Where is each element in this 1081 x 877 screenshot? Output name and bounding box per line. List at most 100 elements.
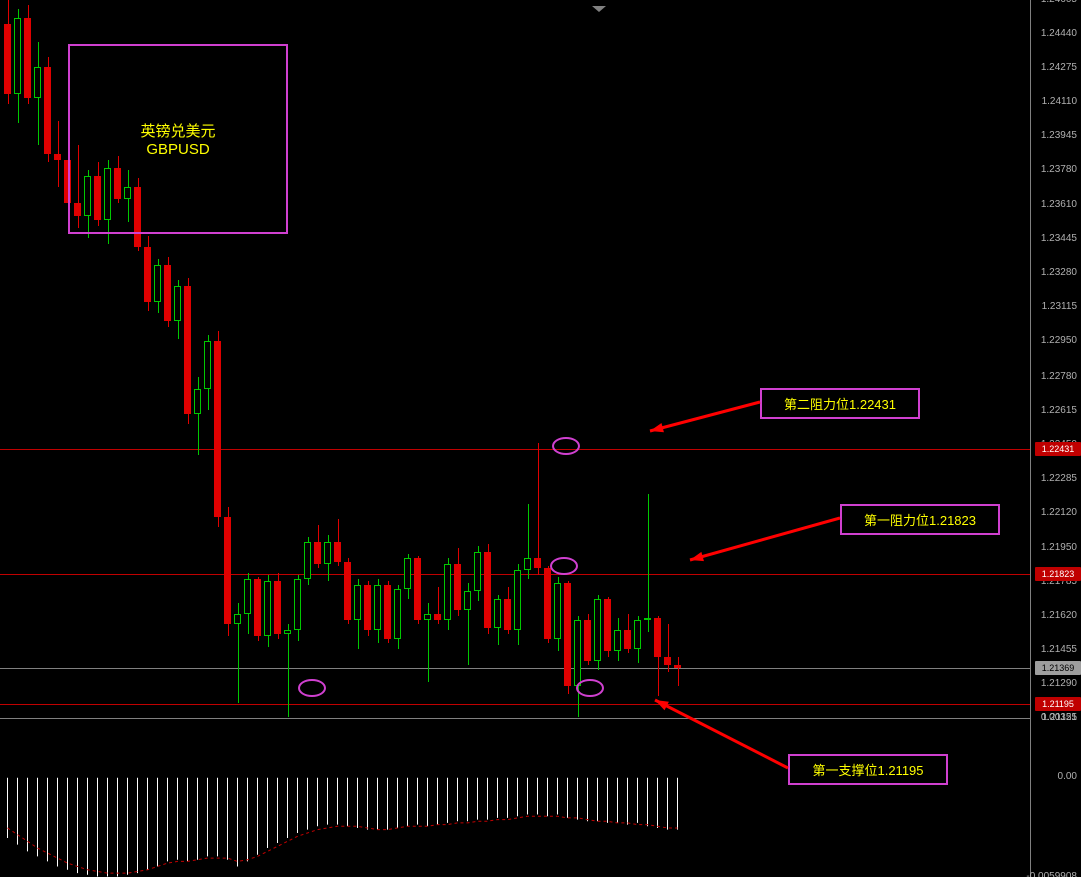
candle-body: [304, 542, 311, 579]
highlight-ellipse: [576, 679, 604, 697]
candle-body: [344, 562, 351, 620]
candle-body: [184, 286, 191, 414]
ytick-label: 1.24605: [1041, 0, 1077, 5]
candle-body: [434, 614, 441, 620]
candle-body: [284, 630, 291, 634]
candle-body: [584, 620, 591, 661]
candle-body: [494, 599, 501, 628]
candle-body: [674, 665, 681, 667]
candle-body: [394, 589, 401, 639]
indicator-panel[interactable]: [0, 718, 1030, 877]
highlight-ellipse: [552, 437, 580, 455]
candle-body: [594, 599, 601, 661]
candle-wick: [538, 443, 539, 575]
candle-body: [664, 657, 671, 665]
candle-body: [514, 570, 521, 630]
hline-support1: [0, 704, 1030, 705]
highlight-ellipse: [550, 557, 578, 575]
price-tag-support1: 1.21195: [1035, 697, 1081, 711]
annotation-box: 第一阻力位1.21823: [840, 504, 1000, 535]
candle-body: [464, 591, 471, 610]
candle-body: [204, 341, 211, 388]
candle-body: [174, 286, 181, 321]
candle-body: [264, 581, 271, 637]
title-box: 英镑兑美元 GBPUSD: [68, 44, 288, 234]
annotation-box: 第一支撑位1.21195: [788, 754, 948, 785]
candle-body: [524, 558, 531, 570]
candle-body: [364, 585, 371, 630]
ytick-label: 1.23945: [1041, 130, 1077, 141]
candle-body: [44, 67, 51, 154]
price-tag-resistance1: 1.21823: [1035, 567, 1081, 581]
hline-resistance2: [0, 449, 1030, 450]
arrow: [638, 390, 772, 443]
ytick-label: 1.23445: [1041, 233, 1077, 244]
candle-body: [634, 620, 641, 649]
candle-body: [194, 389, 201, 414]
candle-body: [234, 614, 241, 624]
arrow: [678, 506, 852, 572]
hline-current: [0, 668, 1030, 669]
candle-wick: [288, 624, 289, 717]
title-line1: 英镑兑美元: [140, 120, 215, 141]
candle-body: [24, 18, 31, 98]
indicator-ytick: 0.00351: [1041, 712, 1077, 723]
ytick-label: 1.24275: [1041, 62, 1077, 73]
candle-body: [384, 585, 391, 639]
candle-body: [354, 585, 361, 620]
panel-dropdown-icon[interactable]: [590, 0, 608, 8]
ytick-label: 1.21950: [1041, 542, 1077, 553]
price-tag-resistance2: 1.22431: [1035, 442, 1081, 456]
candle-body: [144, 247, 151, 303]
candle-body: [544, 568, 551, 638]
candle-body: [604, 599, 611, 651]
candle-body: [324, 542, 331, 565]
candle-body: [244, 579, 251, 614]
candle-body: [34, 67, 41, 98]
candle-body: [564, 583, 571, 686]
title-line2: GBPUSD: [146, 141, 209, 158]
candle-body: [414, 558, 421, 620]
ytick-label: 1.21455: [1041, 644, 1077, 655]
candle-body: [534, 558, 541, 568]
ytick-label: 1.22780: [1041, 371, 1077, 382]
candle-body: [254, 579, 261, 637]
candle-body: [214, 341, 221, 516]
candle-body: [484, 552, 491, 628]
indicator-ytick: 0.00: [1058, 771, 1077, 782]
candle-body: [574, 620, 581, 686]
ytick-label: 1.22120: [1041, 507, 1077, 518]
highlight-ellipse: [298, 679, 326, 697]
arrow: [643, 688, 800, 780]
candle-body: [164, 265, 171, 321]
ytick-label: 1.22285: [1041, 473, 1077, 484]
y-axis: 1.246051.244401.242751.241101.239451.237…: [1030, 0, 1081, 877]
annotation-box: 第二阻力位1.22431: [760, 388, 920, 419]
price-tag-current: 1.21369: [1035, 661, 1081, 675]
macd-indicator: [0, 719, 1030, 877]
ytick-label: 1.24110: [1042, 96, 1077, 107]
candle-body: [554, 583, 561, 639]
indicator-ytick: -0.0059908: [1026, 871, 1077, 877]
candle-body: [314, 542, 321, 565]
candle-body: [404, 558, 411, 589]
candle-body: [504, 599, 511, 630]
candle-body: [444, 564, 451, 620]
candle-body: [654, 618, 661, 657]
candle-wick: [648, 494, 649, 632]
candle-body: [334, 542, 341, 563]
candle-body: [644, 618, 651, 620]
candle-body: [274, 581, 281, 635]
candle-body: [624, 630, 631, 649]
candle-body: [424, 614, 431, 620]
candle-body: [224, 517, 231, 624]
candle-body: [474, 552, 481, 591]
candle-body: [614, 630, 621, 651]
ytick-label: 1.24440: [1041, 28, 1077, 39]
chart-root[interactable]: 1.246051.244401.242751.241101.239451.237…: [0, 0, 1081, 877]
candle-body: [374, 585, 381, 630]
ytick-label: 1.23280: [1041, 267, 1077, 278]
candle-body: [14, 18, 21, 94]
ytick-label: 1.23610: [1041, 199, 1077, 210]
candle-body: [54, 154, 61, 160]
